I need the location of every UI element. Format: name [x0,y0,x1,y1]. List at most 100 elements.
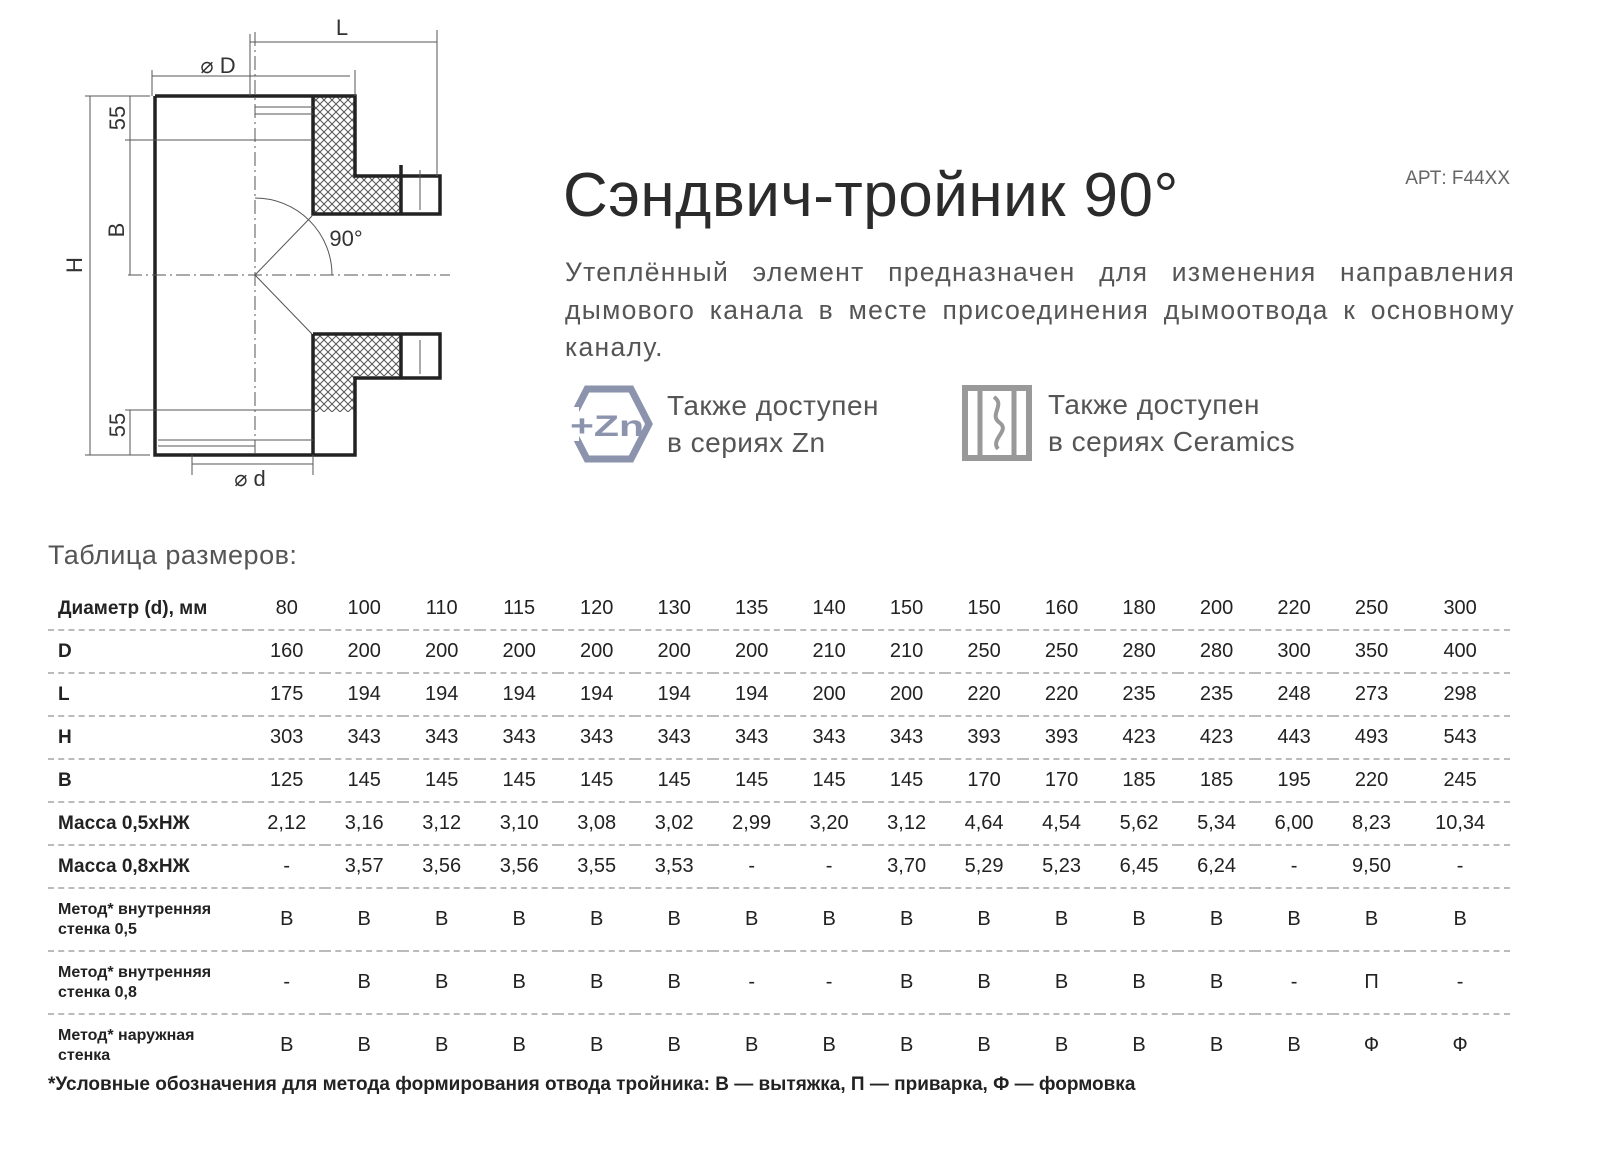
table-cell: 145 [867,759,946,803]
table-cell: - [1410,845,1510,889]
page-title: Сэндвич-тройник 90° [563,161,1179,230]
table-cell: 200 [325,630,403,674]
table-cell: 170 [945,759,1023,803]
table-cell: 200 [1177,588,1256,631]
table-cell: 350 [1332,630,1411,674]
table-cell: 194 [402,673,481,717]
table-cell: 194 [325,673,403,717]
table-row: B 125 145 145 145 145 145 145 145 145 170 170 185 185… [48,759,1510,803]
table-cell: В [1332,888,1411,952]
dim-top-55-label: 55 [105,106,130,130]
row-label: Масса 0,5хНЖ [48,802,248,846]
row-label: Диаметр (d), мм [48,588,248,631]
table-row: D 160 200 200 200 200 200 200 210 210 250 250 280 280… [48,630,1510,674]
table-cell: В [402,951,481,1015]
table-cell: 100 [325,588,403,631]
table-cell: - [1255,951,1333,1015]
table-cell: Ф [1363,1034,1380,1056]
dim-L-label: L [336,15,348,40]
table-cell: - [248,951,326,1015]
table-cell: В [867,951,946,1015]
series-zn-line2: в сериях Zn [667,427,826,458]
table-cell: 8,23 [1332,802,1411,846]
table-cell: 3,16 [325,802,403,846]
table-cell: 393 [945,716,1023,760]
table-cell: 185 [1177,759,1256,803]
table-cell: 220 [1255,588,1333,631]
table-cell: 343 [325,716,403,760]
table-cell: В [325,951,403,1015]
table-cell: 115 [480,588,558,631]
table-cell: В [867,888,946,952]
table-cell: 3,12 [402,802,481,846]
sizes-table: Диаметр (d), мм 80 100 110 115 120 130 135 140 15… [48,588,1510,1076]
dim-B-label: B [104,223,129,238]
table-cell: 3,02 [635,802,713,846]
table-row: Диаметр (d), мм 80 100 110 115 120 130 135 140 15… [48,588,1510,631]
table-cell: В [635,951,713,1015]
table-cell: 194 [557,673,636,717]
table-cell: - [790,845,868,889]
table-row: Метод* внутренняя стенка 0,5 В В В В В В В В В В В В… [48,888,1510,952]
table-cell: - [712,845,791,889]
table-cell: 2,99 [712,802,791,846]
table-row: Масса 0,5хНЖ 2,12 3,16 3,12 3,10 3,08 3,02 2,99… [48,802,1510,846]
table-cell: 6,24 [1177,845,1256,889]
table-cell: 280 [1100,630,1178,674]
table-cell: 125 [248,759,326,803]
table-cell: 200 [480,630,558,674]
table-cell: 3,10 [480,802,558,846]
table-cell: 200 [712,630,791,674]
table-cell: 245 [1410,759,1510,803]
table-cell: 343 [402,716,481,760]
table-cell: В [557,951,636,1015]
table-cell: 145 [480,759,558,803]
table-cell: 2,12 [248,802,326,846]
footnote: *Условные обозначения для метода формиро… [48,1074,1136,1095]
table-row: Метод* наружная стенка В В В В В В В В В В В В В В Ф Ф [48,1014,1510,1076]
table-cell: 280 [1177,630,1256,674]
row-label: D [48,630,248,674]
table-cell: - [248,845,326,889]
table-cell: В [248,888,326,952]
table-cell: 200 [557,630,636,674]
table-cell: 3,56 [480,845,558,889]
article-number: АРТ: F44XX [1405,168,1510,189]
table-cell: В [325,888,403,952]
table-cell: 4,54 [1022,802,1101,846]
table-row: Метод* внутренняя стенка 0,8- В В В В В - - В В В В… [48,951,1510,1015]
table-cell: В [1209,1034,1224,1056]
table-cell: 145 [325,759,403,803]
table-cell: 3,56 [402,845,481,889]
series-zn-line1: Также доступен [667,390,879,421]
table-cell: 150 [867,588,946,631]
table-cell: В [1132,1034,1146,1056]
table-cell: 4,64 [945,802,1023,846]
table-cell: 6,00 [1255,802,1333,846]
table-row: L 175 194 194 194 194 194 194 200 200 220 220 235 235… [48,673,1510,717]
table-cell: 250 [1332,588,1411,631]
table-cell: В [557,888,636,952]
dim-bottom-55-label: 55 [105,413,130,437]
table-cell: 145 [402,759,481,803]
product-description: Утеплённый элемент предназначен для изме… [565,257,1515,362]
table-cell: В [1255,888,1333,952]
table-cell: 343 [790,716,868,760]
table-cell: 185 [1100,759,1178,803]
table-cell: 195 [1255,759,1333,803]
series-ceramics-line2: в сериях Ceramics [1048,426,1296,457]
table-cell: В [945,888,1023,952]
table-cell: 220 [945,673,1023,717]
table-cell: В [590,1034,604,1056]
table-cell: В [1054,1034,1069,1056]
table-cell: 3,57 [325,845,403,889]
table-cell: 3,20 [790,802,868,846]
row-label: Метод* внутренняя стенка 0,5 [48,888,248,952]
table-cell: 248 [1255,673,1333,717]
table-cell: 150 [945,588,1023,631]
table-cell: 145 [557,759,636,803]
table-cell: В [1100,951,1178,1015]
table-row: H 303 343 343 343 343 343 343 343 343 393 393 423 423… [48,716,1510,760]
table-cell: 3,08 [557,802,636,846]
table-cell: 273 [1332,673,1411,717]
